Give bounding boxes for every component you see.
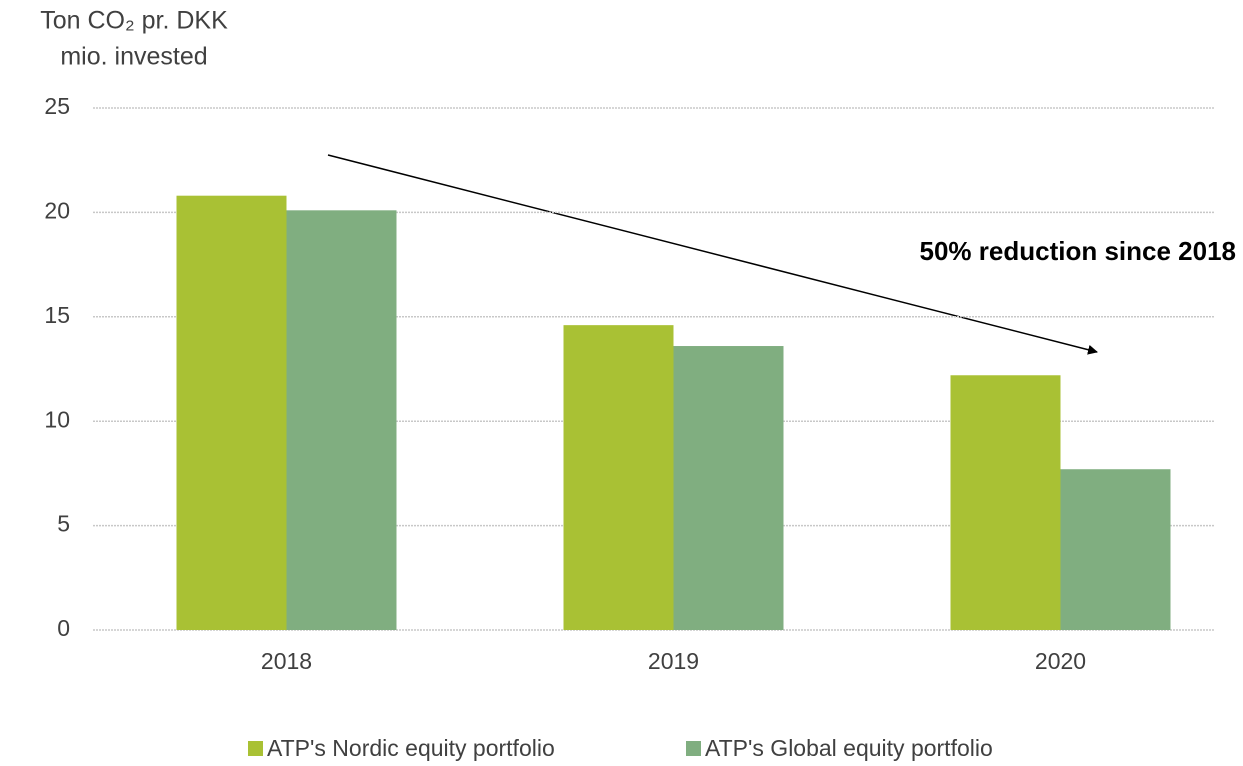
legend-label: ATP's Nordic equity portfolio <box>267 735 555 761</box>
annotation: 50% reduction since 2018 <box>920 236 1236 266</box>
y-tick-label: 15 <box>44 302 70 328</box>
y-tick-label: 10 <box>44 406 70 432</box>
bar <box>1060 469 1171 630</box>
y-tick-label: 0 <box>57 615 70 641</box>
trend-arrow <box>327 154 1098 355</box>
y-tick-label: 25 <box>44 93 70 119</box>
x-tick-label: 2018 <box>261 648 312 674</box>
bar <box>950 375 1061 630</box>
y-axis-label: mio. invested <box>60 43 207 71</box>
y-axis-label: Ton CO₂ pr. DKK <box>40 7 228 35</box>
legend-label: ATP's Global equity portfolio <box>705 735 993 761</box>
legend-swatch <box>686 741 701 756</box>
legend-swatch <box>248 741 263 756</box>
bar <box>673 346 784 630</box>
x-tick-label: 2020 <box>1035 648 1086 674</box>
x-tick-label: 2019 <box>648 648 699 674</box>
bar <box>286 210 397 630</box>
bar <box>563 325 674 630</box>
y-tick-label: 5 <box>57 511 70 537</box>
bar <box>176 195 287 631</box>
y-tick-label: 20 <box>44 197 70 223</box>
